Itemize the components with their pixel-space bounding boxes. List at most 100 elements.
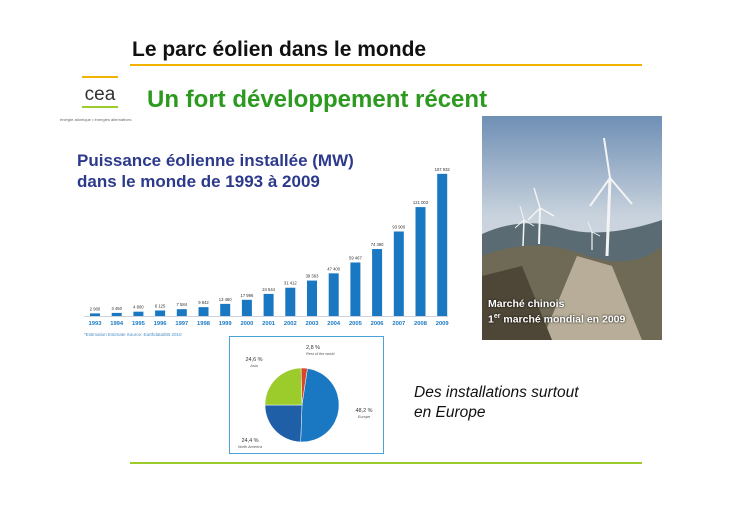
turbine-blade [523,219,535,227]
bar-2005 [350,262,361,316]
x-tick-label: 2008 [414,321,428,327]
photo-caption-line2: 1er marché mondial en 2009 [488,313,625,326]
bar-chart-source: *Estimation Estimate Source: Earthdata/E… [84,332,182,337]
turbine-tower [605,177,612,257]
bar-chart-title-line2: dans le monde de 1993 à 2009 [77,172,320,191]
wind-farm-photo [482,116,662,340]
wind-turbines [514,137,633,257]
pie-chart: 48,2 %Europe 24,4 %North America 24,6 %Asi… [238,345,373,449]
bar-chart-title-line1: Puissance éolienne installée (MW) [77,151,354,170]
pie-slice-asia [264,367,303,406]
pie-chart-frame: 48,2 % Europe 24,4 % North America 24,6 % Asi… [229,336,384,454]
pie-category-label: North America [238,445,262,449]
pie-value-label: 24,4 % [241,438,258,444]
caption-rank-suffix: er [493,313,501,320]
x-tick-label: 1995 [132,321,146,327]
x-tick-label: 2005 [349,321,363,327]
bar-2008 [415,207,426,316]
turbine-blade [603,137,611,179]
turbine-blade [527,207,541,221]
bar-value-label: 24 544 [262,287,275,292]
caption-rank: 1 [488,313,494,326]
turbine-blade [591,231,601,237]
turbine-blade [514,219,525,229]
x-tick-label: 1997 [175,321,188,327]
bar-value-label: 4 800 [133,305,144,310]
x-tick-label: 2000 [240,321,253,327]
bar-value-label: 39 363 [306,274,319,279]
caption-rest: marché mondial en 2009 [500,313,626,326]
bar-value-label: 59 467 [349,255,362,260]
bar-2007 [393,231,404,316]
pie-category-label: Asia [249,364,257,368]
bar-value-label: 3 450 [111,306,122,311]
bar-2006 [372,249,383,316]
bar-1996 [155,310,166,316]
cea-logo: cea énergie atomique • énergies alternat… [60,76,131,122]
title-divider [130,64,642,66]
x-tick-label: 2006 [371,321,385,327]
logo-bar-top [82,76,118,78]
x-tick-label: 2003 [306,321,320,327]
turbine-blade [609,177,633,205]
bar-2009 [437,173,448,316]
turbine-tower [522,219,525,247]
turbine-blade [519,205,525,221]
turbine-tower [538,207,541,245]
pie-note-line2: en Europe [414,404,486,421]
turbine-blade [587,221,593,233]
bottom-divider [130,462,642,464]
bar-value-label: 17 996 [240,293,253,298]
slide-subtitle: Un fort développement récent [147,86,488,113]
bar-1998 [198,307,209,316]
pie-value-label: 2,8 % [306,345,320,351]
bar-2002 [285,287,296,316]
bar-value-label: 31 412 [284,281,297,286]
bar-value-label: 121 003 [413,200,429,205]
bar-1999 [220,303,231,316]
pie-slice-north-america [264,404,303,443]
bar-value-label: 9 842 [198,300,209,305]
bar-1994 [111,312,122,316]
x-tick-label: 2009 [436,321,450,327]
x-tick-label: 1998 [197,321,211,327]
bar-chart: 2 900 1993 3 450 1994 4 800 1995 6 125 1996 7 58… [84,167,451,327]
pie-category-label: Europe [358,415,370,419]
pie-value-label: 24,6 % [245,357,262,363]
x-tick-label: 2004 [327,321,341,327]
logo-text: cea [85,84,116,105]
bar-value-label: 6 125 [155,303,166,308]
bar-2003 [307,280,317,316]
bar-value-label: 2 900 [90,306,101,311]
photo-vegetation [482,266,552,340]
bar-value-label: 157 932 [435,167,451,172]
pie-slice-europe [300,368,340,443]
bar-value-label: 47 400 [327,266,340,271]
x-tick-label: 2002 [284,321,297,327]
bar-1997 [176,309,187,316]
x-tick-label: 1999 [219,321,233,327]
pie-value-label: 48,2 % [355,408,372,414]
pie-note-line1: Des installations surtout [414,384,579,401]
logo-tagline: énergie atomique • énergies alternatives [60,117,131,122]
bar-1993 [90,313,100,316]
x-tick-label: 1994 [110,321,124,327]
x-tick-label: 2007 [392,321,405,327]
bar-value-label: 7 584 [177,302,188,307]
x-tick-label: 1993 [89,321,103,327]
slide-title: Le parc éolien dans le monde [132,38,427,61]
bar-1995 [133,311,144,316]
turbine-blade [539,207,555,217]
turbine-blade [533,187,541,209]
logo-bar-bottom [82,106,118,108]
x-tick-label: 1996 [154,321,168,327]
photo-caption-line1: Marché chinois [488,298,565,310]
pie-category-label: Rest of the world [306,352,335,356]
bar-value-label: 93 900 [392,224,405,229]
bar-2004 [328,273,339,316]
bar-chart-title: Puissance éolienne installée (MW) dans l… [77,150,354,192]
x-tick-label: 2001 [262,321,276,327]
bar-value-label: 74 390 [371,242,384,247]
bar-2001 [263,293,274,316]
bar-2000 [241,299,252,316]
